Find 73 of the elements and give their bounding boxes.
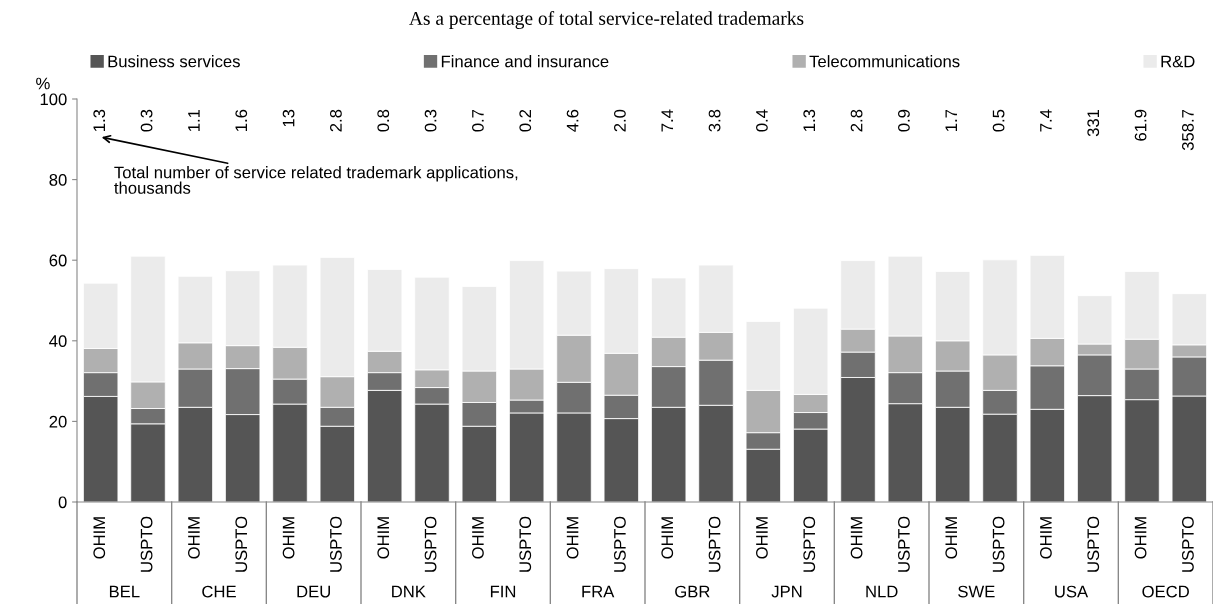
y-tick-label: 60 <box>49 254 67 267</box>
x-tick-label: OHIM <box>945 517 958 559</box>
x-tick-label: OHIM <box>756 517 768 559</box>
text: SWE <box>958 585 995 598</box>
annotation: 331 <box>1087 109 1100 137</box>
legend-label: Business services <box>108 55 240 68</box>
annotation: 1.6 <box>235 109 248 131</box>
text: NLD <box>866 585 898 598</box>
annotation: 1.7 <box>945 109 957 131</box>
x-tick-label: USPTO <box>614 516 626 572</box>
annotation: 1.1 <box>188 109 200 131</box>
x-tick-label: USPTO <box>424 516 437 572</box>
x-tick-label: USPTO <box>1087 516 1100 572</box>
annotation: 1.3 <box>803 109 816 131</box>
x-tick-label: USPTO <box>992 516 1005 572</box>
chart-title: As a percentage of total service-related trademarks <box>409 11 804 29</box>
x-tick-label: OHIM <box>188 517 200 559</box>
annotation: 13 <box>282 109 295 127</box>
x-tick-label: OHIM <box>282 517 295 559</box>
y-tick-label: 40 <box>49 335 67 347</box>
annotation: 2.8 <box>850 109 863 132</box>
legend-label: Finance and insurance <box>441 55 609 68</box>
x-tick-label: OHIM <box>1134 517 1147 559</box>
text: CHE <box>202 585 236 598</box>
y-tick-label: 80 <box>49 174 67 186</box>
x-tick-label: OHIM <box>850 517 863 559</box>
x-tick-label: USPTO <box>519 516 532 572</box>
text: BEL <box>109 585 140 598</box>
x-tick-label: USPTO <box>1182 516 1194 572</box>
text: FRA <box>582 585 615 598</box>
text: JPN <box>771 585 802 598</box>
annotation: 1.3 <box>93 109 106 131</box>
annotation: Total number of service related trademark applications, thousands <box>114 166 518 194</box>
annotation: 0.5 <box>992 109 1005 132</box>
x-tick-label: USPTO <box>708 516 721 572</box>
x-tick-label: OHIM <box>377 517 390 559</box>
y-tick-label: 100 <box>40 93 67 106</box>
text: GBR <box>675 585 710 598</box>
x-tick-label: USPTO <box>898 516 910 572</box>
x-tick-label: USPTO <box>235 516 248 572</box>
text: DNK <box>392 585 426 598</box>
annotation: 4.6 <box>566 109 579 132</box>
annotation: 7.4 <box>661 109 673 132</box>
legend-label: R&D <box>1161 55 1195 68</box>
x-tick-label: OHIM <box>566 517 579 559</box>
annotation: 0.7 <box>472 109 484 132</box>
y-tick-label: 0 <box>58 496 67 509</box>
x-tick-label: USPTO <box>803 516 816 572</box>
y-tick-label: 20 <box>49 415 67 428</box>
x-tick-label: OHIM <box>661 517 674 559</box>
y-axis-title: % <box>36 77 50 90</box>
annotation: 358.7 <box>1182 109 1194 151</box>
annotation: 2.0 <box>614 109 626 132</box>
annotation: 3.8 <box>708 109 721 132</box>
text: DEU <box>297 585 330 598</box>
x-tick-label: OHIM <box>1040 517 1052 559</box>
x-tick-label: OHIM <box>93 517 106 559</box>
annotation: 0.8 <box>377 109 390 132</box>
legend-label: Telecommunications <box>809 55 960 68</box>
annotation: 0.3 <box>140 109 153 132</box>
x-tick-label: OHIM <box>472 517 484 559</box>
annotation: 7.4 <box>1040 109 1052 132</box>
text: FIN <box>490 585 516 598</box>
annotation: 0.3 <box>424 109 437 132</box>
annotation: 2.8 <box>330 109 342 132</box>
annotation: 0.4 <box>756 109 768 132</box>
text: USA <box>1055 585 1089 598</box>
annotation: 0.9 <box>898 109 910 132</box>
annotation: 61.9 <box>1134 109 1147 141</box>
x-tick-label: USPTO <box>330 516 342 572</box>
x-tick-label: USPTO <box>140 516 153 572</box>
text: OECD <box>1142 585 1189 598</box>
annotation: 0.2 <box>519 109 532 132</box>
